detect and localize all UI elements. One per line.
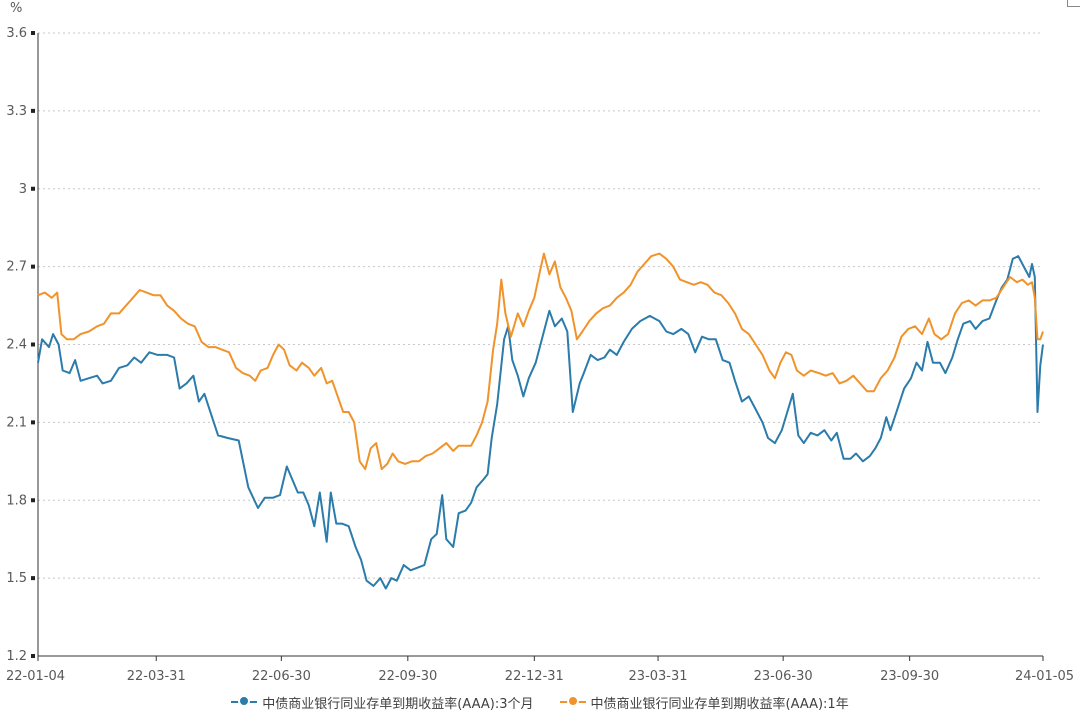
y-tick-label: 1.5	[6, 571, 27, 586]
series-line-1y	[37, 252, 1044, 471]
y-tick-label: 3.3	[6, 104, 27, 119]
y-tick-label: 1.8	[6, 493, 27, 508]
y-tick-label: 2.7	[6, 260, 27, 275]
y-tick-label: 3	[19, 182, 27, 197]
x-tick-label: 22-06-30	[252, 669, 311, 684]
y-tick-label: 3.6	[6, 26, 27, 41]
legend-marker-3m-icon	[231, 695, 258, 708]
y-tick-mark	[31, 342, 35, 347]
y-tick-label: 2.1	[6, 415, 27, 430]
legend-item-1y[interactable]: 中债商业银行同业存单到期收益率(AAA):1年	[559, 693, 849, 712]
legend-marker-1y-icon	[559, 695, 586, 708]
corner-bracket-icon	[1067, 0, 1080, 7]
x-tick-label: 23-03-31	[629, 669, 688, 684]
x-axis-ticks: 22-01-04 22-03-31 22-06-30 22-09-30 22-12-31…	[6, 656, 1074, 684]
x-tick-label: 23-09-30	[880, 669, 939, 684]
y-tick-label: 2.4	[6, 338, 27, 353]
x-tick-label: 22-03-31	[127, 669, 186, 684]
y-tick-mark	[31, 654, 35, 658]
series-line-3m	[37, 255, 1044, 590]
y-tick-mark	[31, 498, 35, 503]
series-lines	[37, 252, 1044, 590]
x-tick-label: 22-12-31	[505, 669, 564, 684]
chart-legend: 中债商业银行同业存单到期收益率(AAA):3个月 中债商业银行同业存单到期收益率…	[0, 690, 1080, 714]
x-tick-label: 22-01-04	[6, 669, 65, 684]
y-tick-mark	[31, 264, 35, 269]
y-tick-mark	[31, 420, 35, 425]
y-tick-mark	[31, 108, 35, 113]
legend-label-1y: 中债商业银行同业存单到期收益率(AAA):1年	[590, 696, 849, 712]
y-tick-mark	[31, 186, 35, 191]
grid-lines	[38, 32, 1043, 579]
y-axis-ticks: 1.2 1.5 1.8 2.1 2.4 2.7 3 3.3 3.6	[6, 26, 35, 664]
y-tick-label: 1.2	[6, 649, 27, 664]
y-tick-mark	[31, 576, 35, 581]
legend-label-3m: 中债商业银行同业存单到期收益率(AAA):3个月	[262, 696, 534, 712]
line-chart: % 1.21.51.82.12.42.733.33.6 22-01-04 22-0…	[6, 1, 1074, 684]
y-unit-label: %	[10, 1, 22, 16]
x-tick-label: 22-09-30	[378, 669, 437, 684]
x-tick-label: 24-01-05	[1015, 669, 1074, 684]
y-tick-mark	[31, 31, 35, 35]
x-tick-label: 23-06-30	[754, 669, 813, 684]
legend-item-3m[interactable]: 中债商业银行同业存单到期收益率(AAA):3个月	[231, 693, 534, 712]
